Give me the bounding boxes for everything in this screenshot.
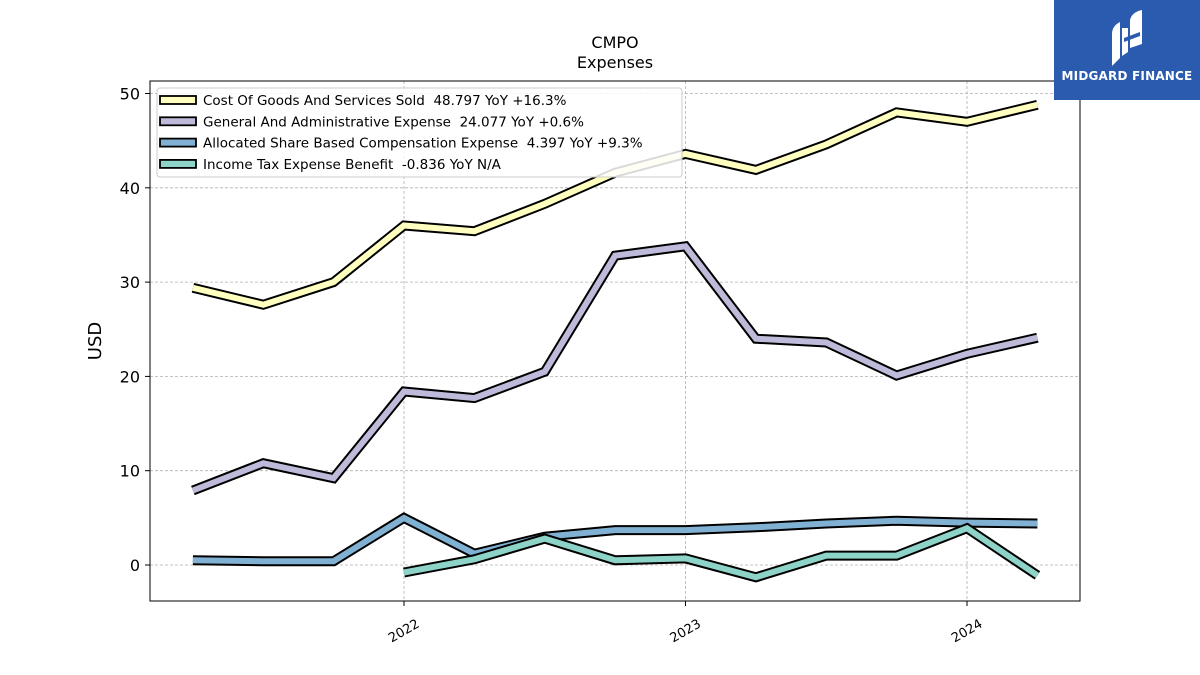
legend-swatch (159, 137, 197, 148)
y-axis-label: USD (85, 322, 106, 360)
legend-swatch (159, 95, 197, 105)
brand-name: MIDGARD FINANCE (1061, 69, 1193, 83)
legend-label: Income Tax Expense Benefit -0.836 YoY N/… (203, 157, 502, 173)
legend: Cost Of Goods And Services Sold 48.797 Y… (156, 87, 683, 178)
y-tick-label: 0 (130, 556, 140, 575)
plot-frame (149, 80, 1081, 602)
x-tick-label: 2022 (386, 617, 422, 647)
brand-logo: MIDGARD FINANCE (1054, 0, 1200, 100)
legend-label: Cost Of Goods And Services Sold 48.797 Y… (203, 93, 567, 109)
y-tick-label: 30 (120, 273, 140, 292)
y-tick-label: 40 (120, 179, 140, 198)
chart-subtitle: Expenses (577, 53, 653, 72)
y-tick-label: 10 (120, 462, 140, 481)
series-line-1 (191, 243, 1039, 494)
y-tick-label: 20 (120, 367, 140, 386)
chart-title: CMPO (591, 33, 638, 52)
legend-swatch (159, 116, 197, 127)
x-tick-label: 2023 (668, 617, 704, 647)
x-tick-label: 2024 (949, 617, 985, 647)
brand-logo-mark-icon (1112, 10, 1142, 66)
legend-box (156, 87, 683, 178)
y-tick-label: 50 (120, 85, 140, 104)
series-line-3 (403, 524, 1040, 581)
series-line-2 (192, 514, 1038, 565)
legend-swatch (159, 158, 197, 169)
legend-label: Allocated Share Based Compensation Expen… (203, 136, 643, 152)
legend-label: General And Administrative Expense 24.07… (203, 114, 584, 130)
